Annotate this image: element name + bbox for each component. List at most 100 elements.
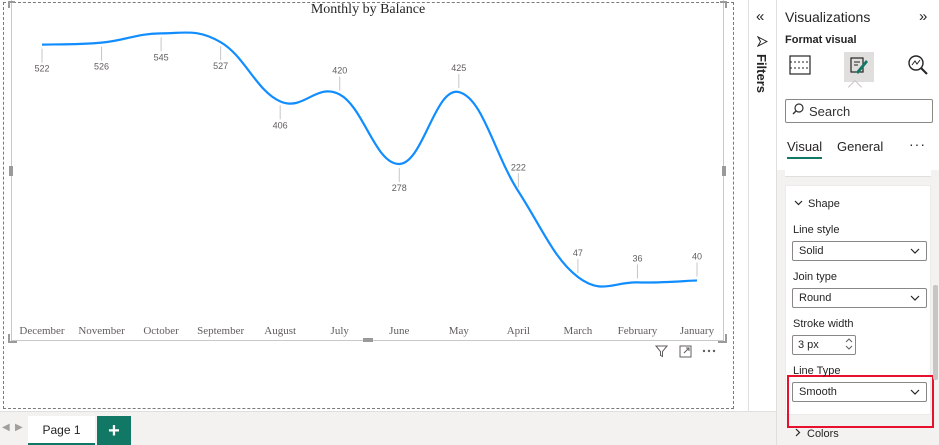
chevron-right-icon	[793, 428, 802, 440]
page-tab-1[interactable]: Page 1	[28, 416, 95, 445]
data-label: 526	[94, 62, 109, 72]
page-boundary	[3, 2, 734, 409]
add-page-button[interactable]: +	[97, 416, 131, 445]
x-tick-label: August	[264, 325, 296, 337]
chevron-down-icon	[910, 387, 920, 397]
join-type-value: Round	[799, 292, 832, 304]
x-tick-label: May	[449, 325, 470, 337]
data-label: 527	[213, 61, 228, 71]
focus-mode-icon[interactable]	[678, 344, 692, 358]
colors-section-label: Colors	[807, 428, 839, 440]
data-label: 40	[692, 251, 702, 261]
resize-handle-left[interactable]	[9, 166, 13, 176]
data-label: 36	[632, 253, 642, 263]
search-box[interactable]	[785, 99, 933, 123]
line-style-label: Line style	[793, 224, 840, 236]
x-tick-label: January	[680, 325, 715, 337]
x-tick-label: July	[331, 325, 350, 337]
filters-pane: « Filters	[748, 0, 776, 411]
table-grid-icon	[789, 54, 811, 80]
data-label: 545	[154, 52, 169, 62]
analytics-magnifier-icon	[907, 54, 929, 81]
shape-section-label: Shape	[808, 198, 840, 210]
pane-tab-icons	[785, 52, 933, 82]
collapse-filters-icon[interactable]: «	[756, 8, 765, 25]
line-type-highlight-box	[787, 375, 934, 428]
resize-handle-bottom[interactable]	[363, 338, 373, 342]
shape-section-header[interactable]: Shape	[794, 198, 840, 210]
join-type-dropdown[interactable]: Round	[792, 288, 927, 308]
x-tick-label: October	[143, 325, 179, 337]
data-label-leaders	[41, 37, 698, 279]
stepper-arrows[interactable]	[845, 337, 853, 351]
line-style-value: Solid	[799, 245, 824, 257]
line-chart[interactable]: Monthly by Balance December November Octob…	[0, 0, 748, 345]
chevron-down-icon	[910, 246, 920, 256]
x-axis: December November October September August Ju…	[19, 325, 714, 337]
stroke-width-value: 3 px	[798, 339, 819, 351]
balance-series-line[interactable]	[41, 31, 698, 288]
stroke-width-stepper[interactable]: 3 px	[792, 335, 856, 355]
format-visual-heading: Format visual	[785, 34, 857, 46]
visualizations-pane: Visualizations » Format visual	[776, 0, 939, 445]
x-tick-label: February	[618, 325, 658, 337]
visualizations-title: Visualizations	[785, 9, 871, 25]
resize-handle-top-left[interactable]	[8, 1, 15, 8]
x-tick-label: April	[507, 325, 530, 337]
format-options-scroll: Shape Line style Solid Join type Round S…	[777, 170, 939, 445]
filter-pane-icon[interactable]	[756, 35, 769, 50]
data-label: 47	[573, 248, 583, 258]
data-labels: 522 526 545 527 406 420 278 425 222 47 36 40	[34, 52, 702, 263]
stroke-width-label: Stroke width	[793, 318, 854, 330]
join-type-label: Join type	[793, 271, 838, 283]
more-options-button[interactable]: ···	[909, 136, 926, 152]
shape-card: Shape Line style Solid Join type Round S…	[785, 185, 934, 428]
tab-visual[interactable]: Visual	[787, 139, 823, 159]
tab-general[interactable]: General	[837, 139, 884, 154]
data-label: 420	[332, 66, 347, 76]
next-page-arrow-icon[interactable]: ▶	[15, 422, 23, 433]
x-tick-label: December	[19, 325, 65, 337]
paintbrush-icon	[848, 54, 870, 81]
previous-card-bottom	[785, 170, 931, 177]
chevron-down-icon	[910, 293, 920, 303]
data-label: 278	[392, 183, 407, 193]
pane-scrollbar[interactable]	[933, 285, 938, 380]
x-tick-label: November	[78, 325, 125, 337]
x-tick-label: September	[197, 325, 244, 337]
chevron-up-icon	[845, 338, 853, 343]
format-visual-tab[interactable]	[844, 52, 874, 82]
analytics-tab[interactable]	[903, 52, 933, 82]
resize-handle-bottom-right[interactable]	[718, 334, 727, 343]
line-type-label: Line Type	[793, 365, 841, 377]
visual-header-actions	[654, 344, 716, 358]
report-canvas: Monthly by Balance December November Octob…	[0, 0, 748, 409]
expand-pane-icon[interactable]: »	[919, 8, 928, 25]
filters-label[interactable]: Filters	[754, 54, 769, 94]
chart-title: Monthly by Balance	[311, 2, 425, 17]
data-label: 406	[273, 120, 288, 130]
more-options-icon[interactable]	[702, 344, 716, 358]
filter-icon[interactable]	[654, 344, 668, 358]
data-label: 522	[34, 64, 49, 74]
line-type-dropdown[interactable]: Smooth	[792, 382, 927, 402]
page-tabs-bar: ◀ ▶ Page 1 +	[0, 411, 776, 445]
search-input[interactable]	[809, 103, 919, 119]
format-subtabs: Visual General	[787, 139, 933, 163]
chevron-down-icon	[845, 345, 853, 350]
line-type-value: Smooth	[799, 386, 837, 398]
prev-page-arrow-icon[interactable]: ◀	[2, 422, 10, 433]
line-style-dropdown[interactable]: Solid	[792, 241, 927, 261]
tab-pointer	[847, 79, 863, 95]
colors-section-header[interactable]: Colors	[793, 428, 839, 440]
chevron-down-icon	[794, 198, 803, 210]
search-icon	[792, 102, 804, 120]
x-tick-label: March	[564, 325, 593, 337]
resize-handle-bottom-left[interactable]	[8, 334, 17, 343]
resize-handle-right[interactable]	[722, 166, 726, 176]
x-tick-label: June	[389, 325, 409, 337]
resize-handle-top-right[interactable]	[720, 1, 727, 8]
build-visual-tab[interactable]	[785, 52, 815, 82]
data-label: 425	[451, 63, 466, 73]
